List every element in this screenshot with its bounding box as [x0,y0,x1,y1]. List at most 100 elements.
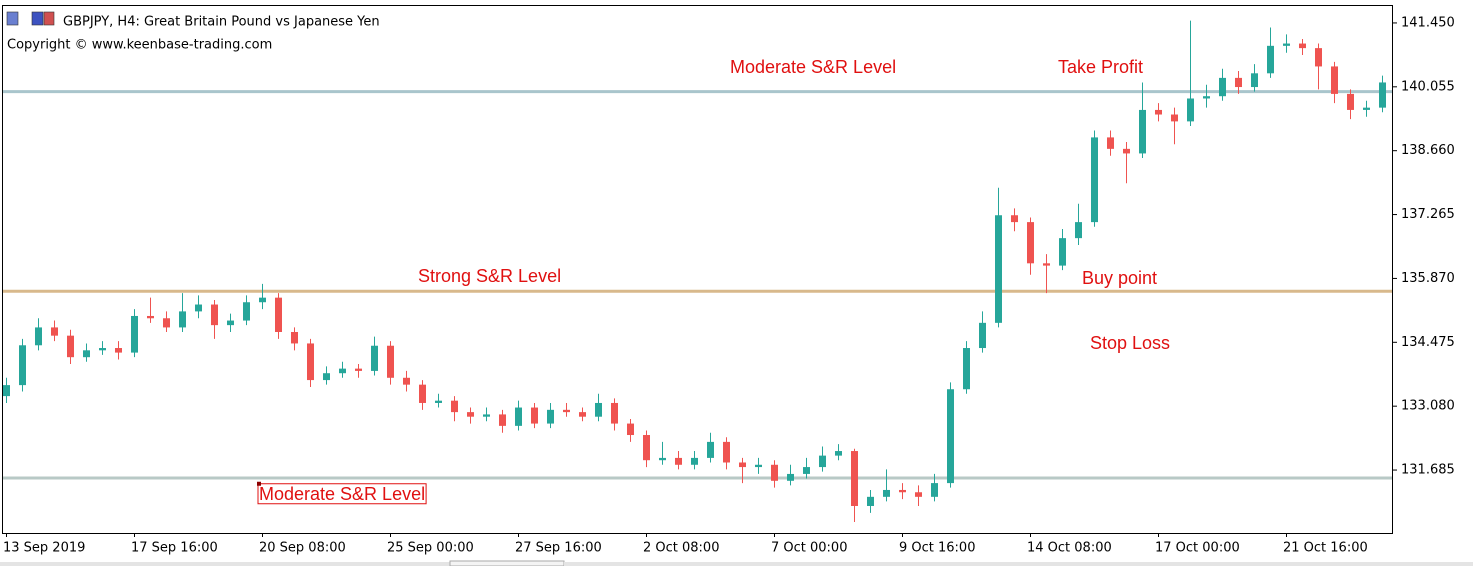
chart-subtitle: Copyright © www.keenbase-trading.com [7,38,272,53]
anchor-point [257,481,261,486]
candle-body [1299,43,1306,49]
candle-body [1043,263,1050,266]
y-tick-label: 138.660 [1401,143,1455,158]
candle-body [435,400,442,403]
candle-body [963,348,970,390]
candle-body [451,400,458,413]
candle-body [1139,109,1146,154]
candle-body [931,483,938,497]
candle-body [707,441,714,458]
candle-body [1203,96,1210,99]
candle-body [1315,48,1322,67]
candle-body [1187,98,1194,122]
candle-body [275,297,282,332]
candle-body [611,402,618,424]
candle-body [1123,148,1130,154]
candle-body [67,335,74,358]
candle-body [51,327,58,336]
candle-body [899,489,906,493]
candle-body [691,457,698,465]
candle-body [355,368,362,371]
x-tick-label: 14 Oct 08:00 [1027,541,1112,556]
candle-body [83,350,90,358]
candle-body [851,451,858,506]
candle-body [531,407,538,424]
candle-body [1075,222,1082,239]
candle-body [595,402,602,417]
annotation: Moderate S&R Level [730,57,896,77]
candle-body [179,311,186,328]
x-tick-label: 25 Sep 00:00 [387,541,474,556]
tab-bar [564,562,1473,566]
candle-body [147,315,154,319]
x-tick-label: 9 Oct 16:00 [899,541,975,556]
candle-body [1027,222,1034,264]
x-tick-label: 27 Sep 16:00 [515,541,602,556]
candle-body [867,496,874,506]
candle-body [1059,238,1066,266]
candle-body [227,320,234,326]
candle-body [131,315,138,353]
candle-body [883,489,890,497]
candle-body [1091,137,1098,223]
candle-body [243,302,250,321]
icon [43,11,55,26]
candle-body [771,464,778,481]
tab-bar [0,562,450,566]
x-tick-label: 17 Sep 16:00 [131,541,218,556]
candle-body [115,348,122,353]
candle-body [723,441,730,463]
candle-body [483,414,490,417]
candle-body [99,348,106,351]
x-tick-label: 7 Oct 00:00 [771,541,847,556]
x-tick-label: 20 Sep 08:00 [259,541,346,556]
candle-body [995,215,1002,323]
annotation: Buy point [1082,268,1157,288]
candle-body [371,345,378,371]
candle-body [1171,114,1178,122]
candle-body [35,327,42,346]
candle-body [163,318,170,328]
y-tick-label: 135.870 [1401,271,1455,286]
y-tick-label: 141.450 [1401,15,1455,30]
annotation: Stop Loss [1090,333,1170,353]
candle-body [323,373,330,381]
candle-body [739,462,746,468]
candle-body [259,297,266,303]
candle-body [579,412,586,417]
annotation-box [257,483,427,505]
candle-body [659,457,666,461]
candle-body [1107,137,1114,149]
x-tick-label: 21 Oct 16:00 [1283,541,1368,556]
candle-body [1155,109,1162,115]
candle-body [563,409,570,413]
x-tick-label: 17 Oct 00:00 [1155,541,1240,556]
candle-body [387,345,394,378]
chart-title: GBPJPY, H4: Great Britain Pound vs Japan… [63,15,380,30]
candle-body [211,304,218,326]
candle-body [1379,82,1386,108]
candle-body [627,423,634,436]
icon [6,11,19,26]
candle-body [915,492,922,497]
candle-body [947,389,954,484]
candle-body [643,435,650,461]
icon [31,11,44,26]
candle-body [675,457,682,465]
tab [449,560,565,566]
annotation: Strong S&R Level [418,266,561,286]
candle-body [1235,77,1242,88]
y-tick-label: 131.685 [1401,463,1455,478]
candle-body [3,385,10,397]
y-tick-label: 140.055 [1401,79,1455,94]
candle-body [1251,73,1258,88]
candle-body [787,473,794,481]
candle-body [1011,215,1018,223]
annotation: Moderate S&R Level [259,484,425,504]
candle-body [307,343,314,381]
candle-body [419,384,426,403]
candle-body [1363,107,1370,110]
candle-body [403,377,410,385]
